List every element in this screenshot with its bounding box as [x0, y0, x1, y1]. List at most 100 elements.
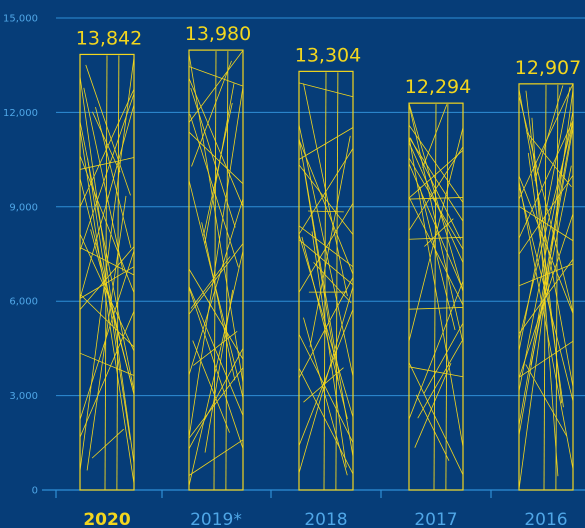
bar-strand	[79, 352, 135, 376]
y-tick-label: 3,000	[9, 391, 38, 402]
bar-strand	[518, 340, 574, 378]
bar-strand	[408, 127, 464, 342]
bar-strand	[419, 186, 456, 331]
bar-strand	[408, 236, 464, 240]
bar-strand	[417, 340, 463, 419]
bar-strand	[83, 87, 124, 272]
bar-strand	[298, 309, 354, 446]
bar-strand	[414, 362, 452, 448]
bar-strand	[79, 76, 135, 464]
bar-strand	[298, 234, 354, 418]
category-label: 2020	[83, 510, 130, 528]
bar-strand	[518, 205, 574, 242]
bar-strand	[518, 89, 574, 490]
bar-outline	[298, 70, 354, 491]
bars-layer	[79, 49, 574, 491]
bar-strand	[408, 142, 464, 263]
bar-strand	[79, 57, 135, 472]
bar-2019*	[188, 49, 244, 491]
bar-strand	[518, 175, 574, 314]
labels-layer: 0 3,000 6,000 9,000 12,000 15,000 13,842 2020 13…	[3, 14, 581, 528]
bar-strand	[408, 163, 464, 291]
value-label: 13,980	[185, 23, 251, 45]
bar-strand	[527, 152, 564, 408]
bar-strand	[433, 104, 437, 491]
bar-strand	[301, 236, 348, 420]
bar-strand	[408, 307, 464, 310]
bar-2017	[408, 102, 464, 491]
bar-strand	[424, 218, 454, 247]
bar-strand	[79, 104, 135, 299]
bar-strand	[188, 287, 244, 449]
bar-strand	[518, 174, 574, 255]
bar-strand	[555, 84, 559, 491]
bar-strand	[335, 72, 339, 491]
bar-strand	[415, 394, 450, 461]
bar-strand	[298, 124, 354, 377]
category-label: 2017	[414, 510, 457, 528]
bar-strand	[408, 366, 464, 378]
y-tick-label: 6,000	[9, 297, 38, 308]
bar-strand	[408, 103, 464, 292]
bar-strand	[188, 198, 244, 376]
bar-strand	[204, 289, 234, 453]
value-label: 13,304	[295, 44, 361, 66]
bar-strand	[303, 83, 348, 297]
bar-strand	[408, 362, 464, 476]
bar-strand	[518, 121, 574, 426]
bar-strand	[79, 250, 135, 420]
bar-strand	[204, 83, 235, 244]
bar-strand	[116, 55, 120, 491]
bar-strand	[298, 286, 354, 474]
bar-strand	[298, 139, 354, 275]
category-label: 2019*	[190, 510, 242, 528]
bar-strand	[408, 124, 464, 203]
bar-strand	[188, 66, 244, 87]
bar-strand	[79, 233, 135, 352]
bar-strand	[188, 268, 244, 360]
bar-strand	[408, 136, 464, 447]
bar-strand	[298, 164, 354, 235]
bar-strand	[298, 82, 354, 98]
bar-strand	[409, 137, 462, 240]
bar-2020	[79, 53, 135, 491]
bar-strand	[79, 293, 135, 348]
bar-2016	[518, 83, 574, 491]
bar-strand	[298, 202, 354, 293]
bar-strand	[518, 181, 574, 470]
bar-2018	[298, 70, 354, 491]
bar-outline	[518, 83, 574, 491]
bar-strand	[518, 86, 571, 350]
bar-strand	[79, 155, 135, 293]
bar-strand	[423, 323, 464, 394]
bar-strand	[518, 95, 574, 313]
y-tick-label: 9,000	[9, 202, 38, 213]
bar-strand	[79, 157, 135, 170]
y-tick-label: 15,000	[3, 14, 38, 25]
grid-layer	[42, 17, 585, 498]
bar-strand	[518, 213, 574, 379]
bar-strand	[188, 439, 244, 476]
bar-strand	[79, 88, 135, 208]
bar-strand	[308, 210, 344, 213]
bar-strand	[91, 428, 124, 459]
bar-strand	[79, 266, 135, 299]
bar-strand	[90, 229, 133, 386]
bar-strand	[79, 93, 135, 251]
bar-strand	[201, 222, 236, 381]
bar-strand	[303, 367, 344, 403]
bar-strand	[86, 195, 127, 471]
bar-strand	[188, 286, 244, 416]
bar-strand	[422, 104, 448, 168]
bar-strand	[298, 127, 354, 160]
bar-strand	[298, 334, 354, 443]
y-tick-label: 0	[32, 486, 38, 497]
category-label: 2016	[524, 510, 567, 528]
bar-strand	[303, 168, 339, 382]
bar-strand	[518, 120, 574, 239]
bar-strand	[518, 88, 574, 388]
bar-strand	[408, 146, 464, 231]
bar-strand	[408, 280, 464, 420]
bar-strand	[79, 246, 135, 310]
bar-strand	[313, 262, 352, 304]
